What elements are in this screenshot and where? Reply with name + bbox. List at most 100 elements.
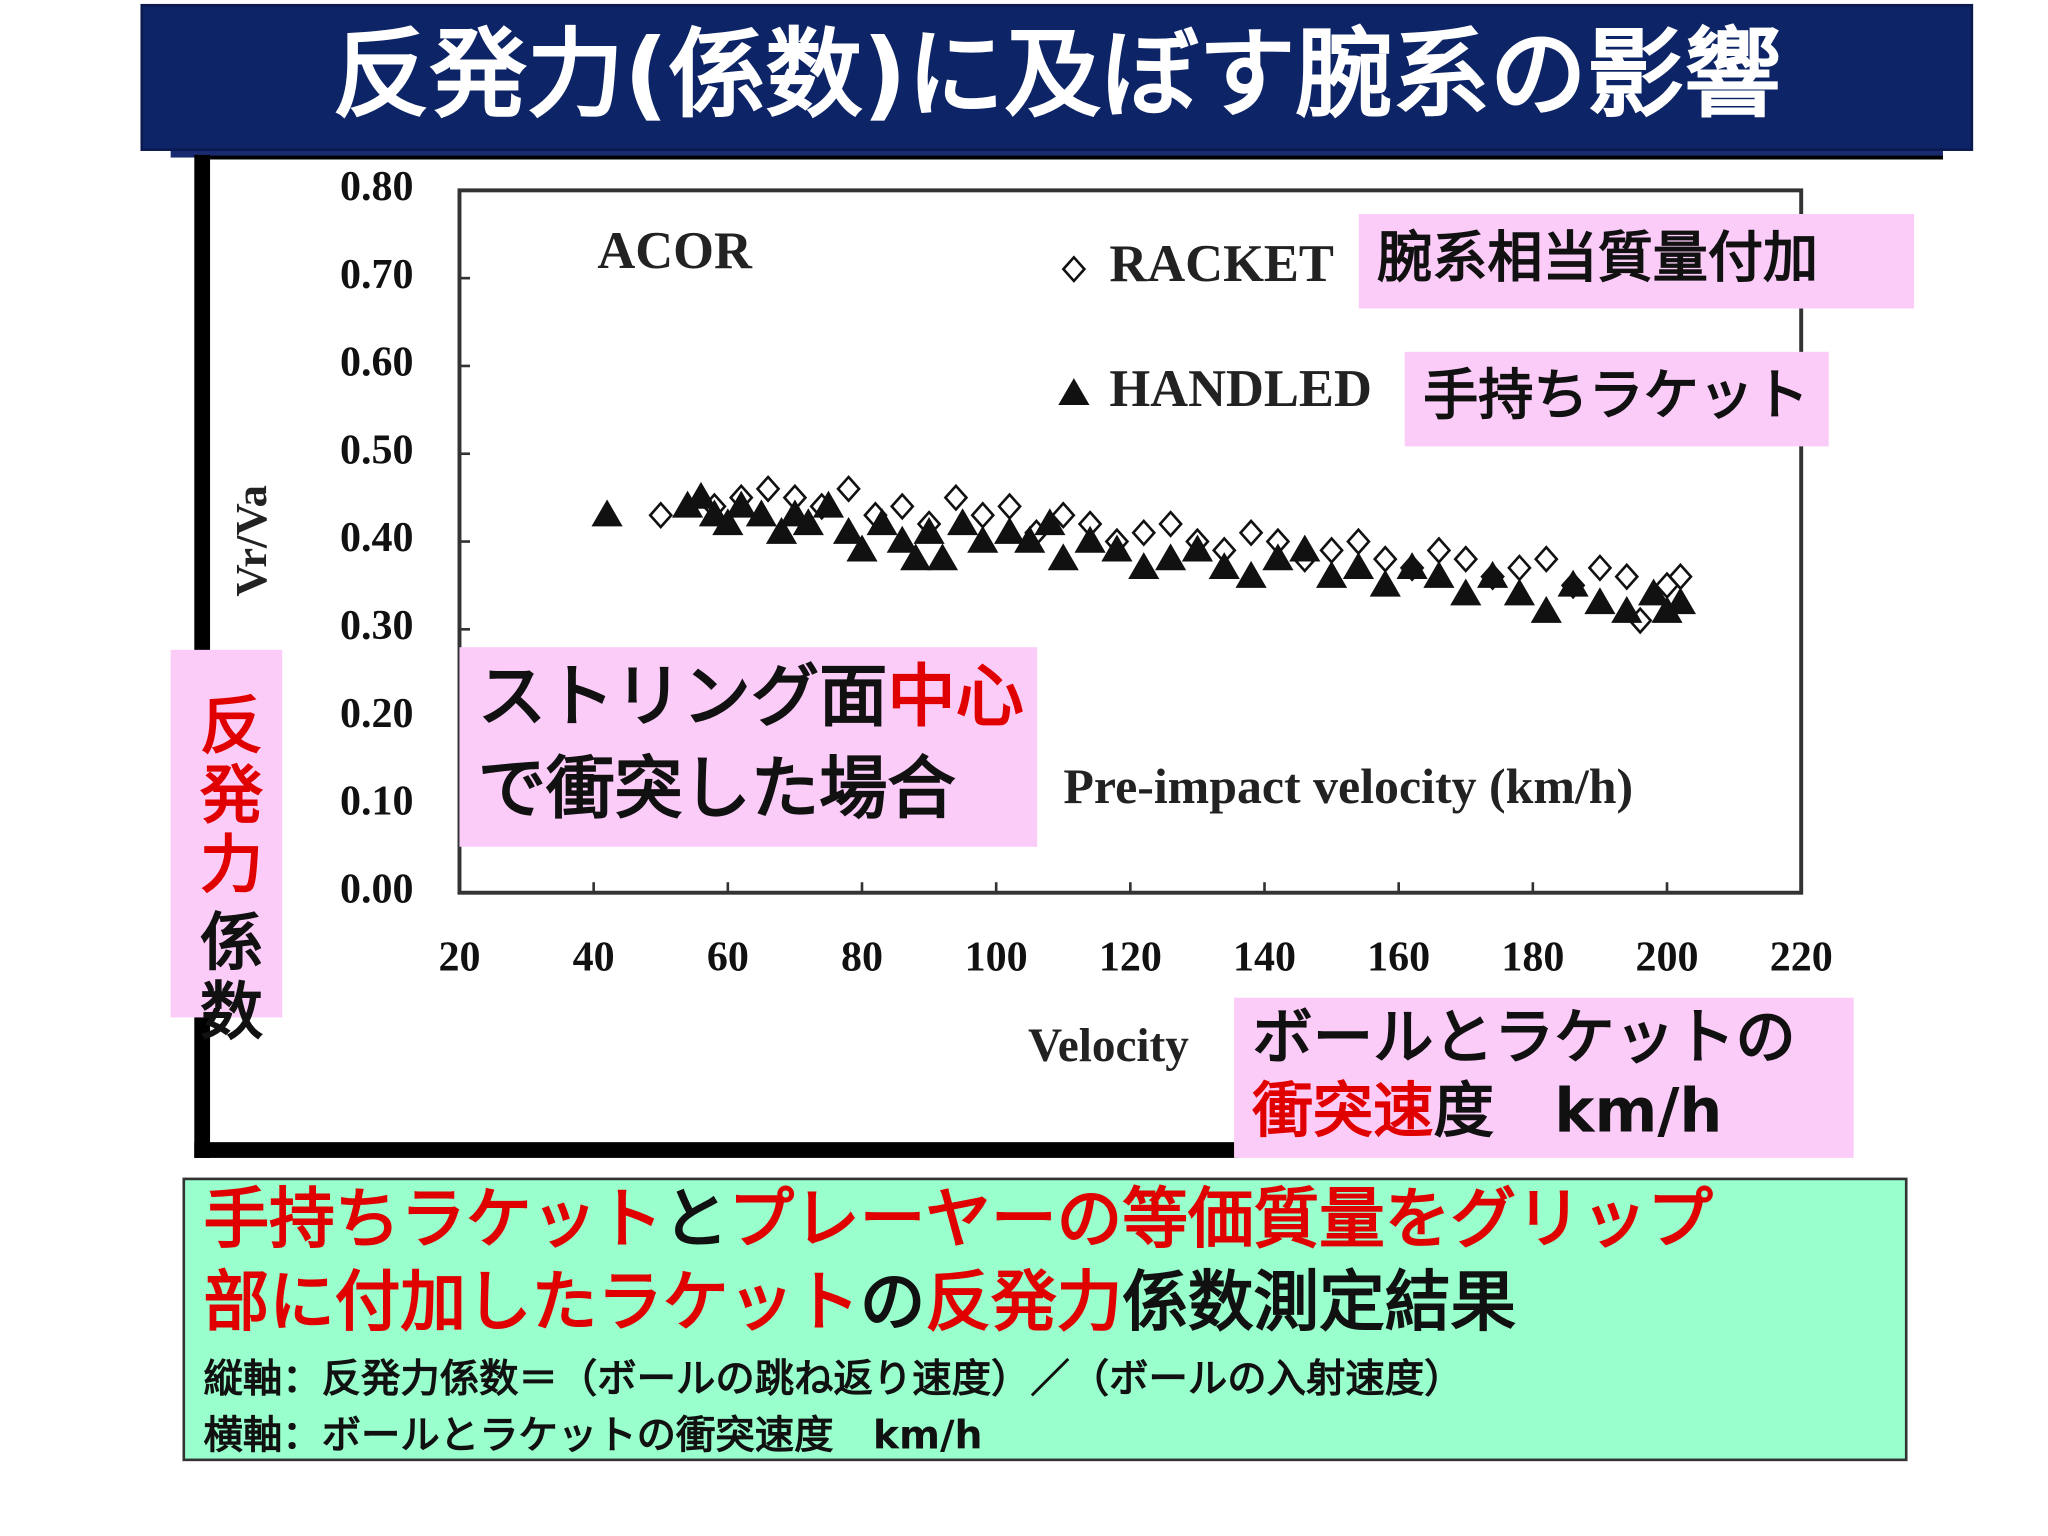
footer-line: 部に付加したラケットの反発力係数測定結果 — [203, 1264, 1516, 1340]
point — [1638, 578, 1670, 606]
y-tick-label: 0.00 — [340, 866, 414, 912]
point — [1238, 518, 1264, 547]
point — [1503, 578, 1536, 606]
point — [745, 499, 777, 527]
point — [886, 525, 918, 553]
footer-segment: 横軸：ボールとラケットの衝突速度 km/h — [203, 1412, 982, 1458]
point — [1262, 543, 1294, 571]
point — [1426, 536, 1452, 565]
point — [1423, 560, 1455, 588]
footer-line: 縦軸：反発力係数＝（ボールの跳ね返り速度）／（ボールの入射速度） — [203, 1356, 1463, 1402]
point — [648, 501, 674, 529]
point — [1034, 508, 1066, 536]
point — [1074, 525, 1106, 553]
callout-line: 手持ちラケット — [1423, 364, 1809, 428]
point — [1396, 552, 1428, 580]
point — [765, 517, 798, 544]
point — [1047, 543, 1079, 571]
y-tick-label: 0.80 — [340, 164, 414, 210]
point — [994, 517, 1026, 544]
callout-segment: 衝突速 — [1251, 1076, 1433, 1146]
annotation: Pre-impact velocity (km/h) — [1063, 759, 1633, 814]
callout-box — [1234, 997, 1854, 1158]
point — [970, 501, 996, 529]
callout-box — [170, 649, 283, 1018]
point — [1319, 536, 1344, 565]
callout-text: 係数 — [190, 908, 263, 1047]
point — [1155, 543, 1187, 571]
footer-segment: と — [663, 1182, 729, 1258]
point — [833, 517, 865, 544]
point — [947, 508, 979, 536]
legend-marker — [1058, 378, 1090, 406]
footer-segment: 反発力 — [925, 1264, 1122, 1340]
callout-segment: ストリング面 — [478, 658, 887, 737]
point — [1534, 545, 1559, 573]
point — [1587, 554, 1613, 582]
footer-segment: プレーヤーの等価質量をグリップ — [728, 1182, 1713, 1258]
point — [1208, 552, 1240, 580]
point — [1346, 527, 1371, 556]
point — [1664, 587, 1697, 615]
footer-segment: 縦軸：反発力係数＝（ボールの跳ね返り速度）／（ボールの入射速度） — [203, 1356, 1463, 1402]
footer-line: 横軸：ボールとラケットの衝突速度 km/h — [203, 1412, 982, 1458]
point — [1614, 562, 1640, 591]
point — [943, 483, 969, 512]
callout-segment: 手持ちラケット — [1423, 364, 1809, 428]
point — [1316, 560, 1348, 588]
point — [1131, 518, 1157, 547]
x-axis-label: Velocity — [1028, 1020, 1189, 1072]
callout-text: 反発力 — [190, 692, 263, 901]
callout-line: 腕系相当質量付加 — [1377, 226, 1818, 290]
point — [1158, 510, 1183, 538]
point — [1453, 545, 1479, 573]
point — [1530, 596, 1562, 623]
footer-segment: 手持ちラケット — [203, 1182, 662, 1258]
point — [591, 499, 623, 527]
point — [997, 492, 1022, 521]
legend-marker — [1061, 255, 1087, 283]
point — [1477, 560, 1509, 588]
point — [1557, 569, 1589, 597]
callout-line: で衝突した場合 — [478, 749, 956, 828]
y-tick-label: 0.10 — [340, 779, 414, 825]
y-tick-label: 0.20 — [340, 691, 414, 737]
y-tick-label: 0.60 — [340, 340, 414, 386]
x-tick-label: 60 — [707, 935, 749, 981]
footer-box — [182, 1177, 1908, 1462]
callout-box — [459, 647, 1038, 847]
x-tick-label: 140 — [1233, 935, 1296, 981]
callout-line: ストリング面中心 — [478, 658, 1024, 737]
point — [812, 490, 845, 518]
point — [926, 543, 959, 571]
point — [967, 525, 999, 553]
callout-segment: で衝突した場合 — [478, 749, 956, 828]
point — [1014, 525, 1046, 553]
point — [725, 490, 757, 518]
x-tick-label: 160 — [1367, 935, 1430, 981]
point — [792, 508, 824, 536]
point — [712, 508, 744, 536]
point — [846, 534, 878, 562]
point — [866, 508, 898, 536]
point — [1450, 578, 1482, 606]
point — [1128, 552, 1160, 580]
y-tick-label: 0.50 — [340, 427, 414, 473]
slide-title: 反発力(係数)に及ぼす腕系の影響 — [333, 18, 1782, 131]
callout-line: ボールとラケットの — [1252, 1003, 1795, 1073]
point — [836, 475, 861, 503]
title-bar — [140, 3, 1974, 151]
callout-segment: 腕系相当質量付加 — [1377, 226, 1818, 290]
footer-segment: 係数測定結果 — [1122, 1264, 1516, 1340]
footer-segment: の — [860, 1264, 926, 1340]
callout-segment: 度 km/h — [1434, 1076, 1723, 1146]
point — [1050, 501, 1076, 529]
x-tick-label: 20 — [438, 935, 480, 981]
point — [1369, 569, 1401, 597]
point — [1373, 545, 1398, 573]
point — [1289, 534, 1321, 562]
image-frame-bottom — [194, 1142, 1238, 1158]
x-tick-label: 40 — [573, 935, 615, 981]
x-tick-label: 100 — [965, 935, 1028, 981]
